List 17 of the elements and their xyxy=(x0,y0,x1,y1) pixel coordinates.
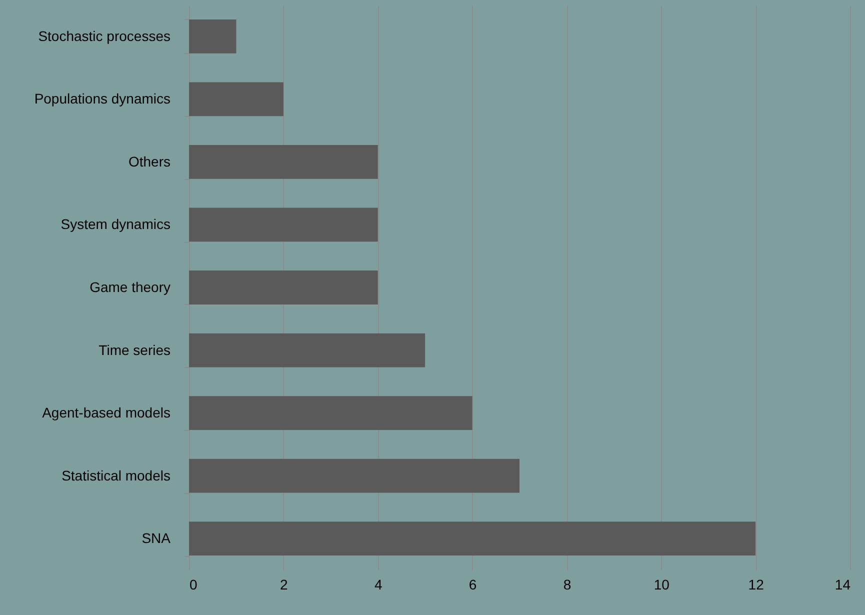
x-tick-label: 2 xyxy=(280,576,288,592)
y-tick-label: Statistical models xyxy=(62,467,170,484)
x-tick-label: 8 xyxy=(563,576,572,592)
x-tick-label: 12 xyxy=(748,576,764,592)
y-tick-label: SNA xyxy=(142,530,172,546)
x-tick-label: 6 xyxy=(468,576,477,592)
x-tick-label: 14 xyxy=(834,576,851,592)
x-tick-label: 10 xyxy=(654,576,670,592)
y-tick-label: Stochastic processes xyxy=(38,28,170,44)
x-tick-label: 0 xyxy=(190,576,198,592)
y-tick-label: Populations dynamics xyxy=(34,90,170,107)
y-tick-label: Agent-based models xyxy=(42,404,170,421)
y-tick-label: Time series xyxy=(98,342,170,358)
y-tick-label: Game theory xyxy=(90,279,170,295)
x-tick-label: 4 xyxy=(374,576,382,592)
y-tick-label: Others xyxy=(128,153,170,170)
y-tick-label: System dynamics xyxy=(60,216,170,232)
